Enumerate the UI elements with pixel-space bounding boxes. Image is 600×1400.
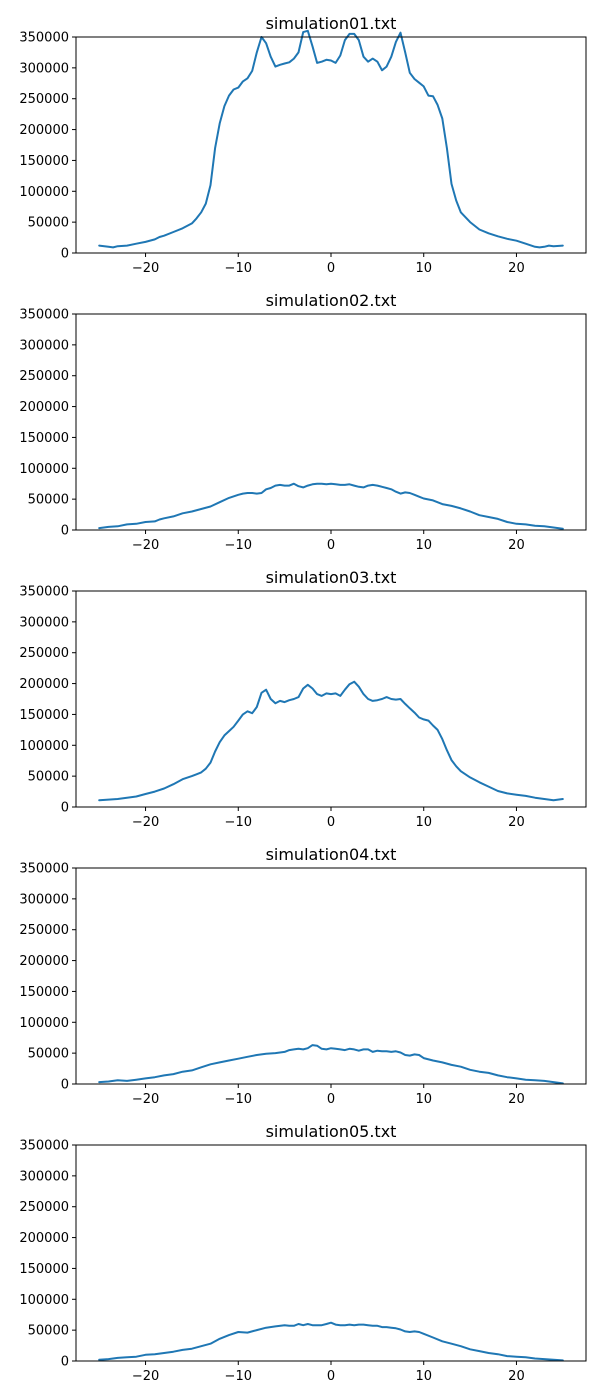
y-tick-label: 250000 [19, 92, 69, 107]
y-tick-label: 150000 [19, 431, 69, 446]
subplot-title: simulation04.txt [266, 845, 397, 864]
x-tick-label: −20 [132, 1369, 159, 1384]
y-tick-label: 350000 [19, 31, 69, 46]
axes-frame [75, 36, 587, 254]
series-line [98, 482, 564, 530]
series-line [98, 29, 564, 249]
y-tick-label: 0 [61, 1078, 69, 1093]
y-tick-label: 100000 [19, 739, 69, 754]
axes-frame [75, 1144, 587, 1362]
y-tick-label: 200000 [19, 954, 69, 969]
x-tick-label: 10 [415, 815, 432, 830]
y-tick-label: 100000 [19, 462, 69, 477]
subplot-4: simulation04.txt 0 50000 100000 150000 20000… [19, 845, 587, 1107]
x-tick-label: 20 [508, 1369, 525, 1384]
y-tick-label: 200000 [19, 677, 69, 692]
subplot-2: simulation02.txt 0 50000 100000 150000 20000… [19, 291, 587, 553]
x-tick-label: 0 [327, 1092, 335, 1107]
y-tick-label: 0 [61, 801, 69, 816]
x-tick-label: −10 [225, 1092, 252, 1107]
x-tick-label: −10 [225, 815, 252, 830]
x-tick-label: 20 [508, 538, 525, 553]
x-tick-label: −10 [225, 538, 252, 553]
subplot-title: simulation01.txt [266, 14, 397, 33]
y-tick-label: 250000 [19, 1200, 69, 1215]
y-tick-label: 150000 [19, 154, 69, 169]
x-tick-label: 0 [327, 1369, 335, 1384]
x-tick-label: 0 [327, 261, 335, 276]
axes-frame [75, 590, 587, 808]
y-tick-label: 350000 [19, 862, 69, 877]
subplot-3: simulation03.txt 0 50000 100000 150000 20000… [19, 568, 587, 830]
y-tick-label: 200000 [19, 123, 69, 138]
subplot-title: simulation05.txt [266, 1122, 397, 1141]
y-tick-label: 300000 [19, 1169, 69, 1184]
y-tick-label: 200000 [19, 1231, 69, 1246]
x-tick-label: 20 [508, 815, 525, 830]
subplot-title: simulation03.txt [266, 568, 397, 587]
y-tick-label: 50000 [28, 493, 69, 508]
x-tick-label: 10 [415, 261, 432, 276]
x-tick-label: 10 [415, 1092, 432, 1107]
axes-frame [75, 313, 587, 531]
y-tick-label: 50000 [28, 770, 69, 785]
x-tick-label: 0 [327, 538, 335, 553]
subplot-5: simulation05.txt 0 50000 100000 150000 20000… [19, 1122, 587, 1384]
x-tick-label: −20 [132, 815, 159, 830]
y-tick-label: 300000 [19, 338, 69, 353]
y-tick-label: 50000 [28, 1324, 69, 1339]
y-tick-label: 50000 [28, 216, 69, 231]
x-tick-label: −10 [225, 261, 252, 276]
y-tick-label: 350000 [19, 308, 69, 323]
y-tick-label: 100000 [19, 185, 69, 200]
subplot-1: simulation01.txt 0 50000 100000 150000 20000… [19, 14, 587, 276]
axes-frame [75, 867, 587, 1085]
x-tick-label: 20 [508, 261, 525, 276]
y-tick-label: 350000 [19, 1139, 69, 1154]
subplot-title: simulation02.txt [266, 291, 397, 310]
x-tick-label: 10 [415, 538, 432, 553]
y-tick-label: 300000 [19, 892, 69, 907]
y-tick-label: 100000 [19, 1016, 69, 1031]
y-tick-label: 0 [61, 524, 69, 539]
y-tick-label: 200000 [19, 400, 69, 415]
x-tick-label: −20 [132, 261, 159, 276]
x-tick-label: 0 [327, 815, 335, 830]
y-tick-label: 250000 [19, 369, 69, 384]
y-tick-label: 150000 [19, 985, 69, 1000]
series-line [98, 1321, 564, 1362]
y-tick-label: 0 [61, 1355, 69, 1370]
series-line [98, 680, 564, 802]
y-tick-label: 250000 [19, 646, 69, 661]
y-tick-label: 300000 [19, 615, 69, 630]
x-tick-label: −10 [225, 1369, 252, 1384]
y-tick-label: 250000 [19, 923, 69, 938]
y-tick-label: 150000 [19, 1262, 69, 1277]
x-tick-label: 10 [415, 1369, 432, 1384]
x-tick-label: −20 [132, 1092, 159, 1107]
x-tick-label: −20 [132, 538, 159, 553]
y-tick-label: 100000 [19, 1293, 69, 1308]
y-tick-label: 150000 [19, 708, 69, 723]
y-tick-label: 350000 [19, 585, 69, 600]
x-tick-label: 20 [508, 1092, 525, 1107]
series-line [98, 1044, 564, 1085]
y-tick-label: 50000 [28, 1047, 69, 1062]
y-tick-label: 0 [61, 247, 69, 262]
y-tick-label: 300000 [19, 61, 69, 76]
